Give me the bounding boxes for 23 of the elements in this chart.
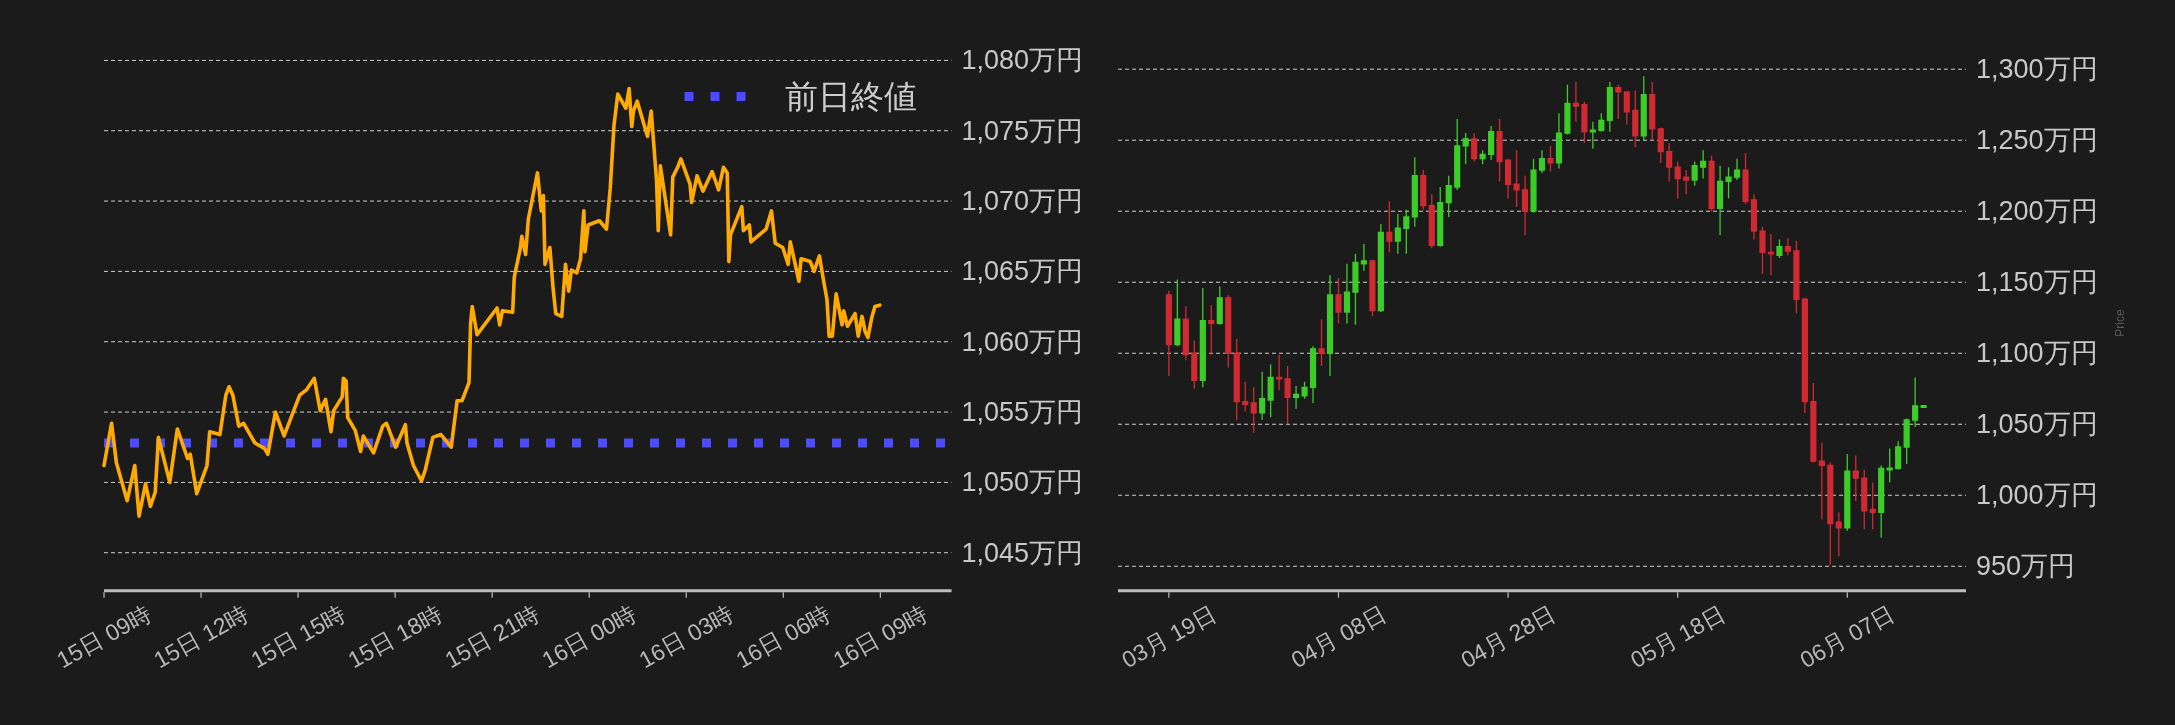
y-tick-label: 1,080万円 <box>961 45 1084 76</box>
y-tick-label: 1,150万円 <box>1976 267 2098 298</box>
y-tick-label: 950万円 <box>1976 551 2076 582</box>
y-tick-label: 1,070万円 <box>961 186 1084 217</box>
y-tick-label: 1,300万円 <box>1976 54 2098 85</box>
y-axis-title: Price <box>2113 309 2127 337</box>
y-tick-label: 1,000万円 <box>1976 480 2098 511</box>
legend-label: 前日終値 <box>784 77 917 115</box>
x-tick-label: 04月 08日 <box>1286 600 1391 674</box>
x-tick-label: 03月 19日 <box>1117 600 1221 674</box>
y-tick-label: 1,045万円 <box>961 537 1084 568</box>
y-tick-label: 1,200万円 <box>1976 196 2098 227</box>
y-tick-label: 1,050万円 <box>1976 409 2098 440</box>
y-tick-label: 1,060万円 <box>961 326 1084 357</box>
x-tick-label: 04月 28日 <box>1456 600 1560 674</box>
y-tick-label: 1,250万円 <box>1976 125 2098 156</box>
y-tick-label: 1,065万円 <box>961 256 1084 287</box>
x-tick-label: 06月 07日 <box>1795 600 1899 674</box>
y-tick-label: 1,050万円 <box>961 467 1084 498</box>
x-tick-label: 05月 18日 <box>1626 600 1730 674</box>
y-tick-label: 1,075万円 <box>961 115 1084 146</box>
y-tick-label: 1,100万円 <box>1976 338 2098 369</box>
y-tick-label: 1,055万円 <box>961 397 1084 428</box>
